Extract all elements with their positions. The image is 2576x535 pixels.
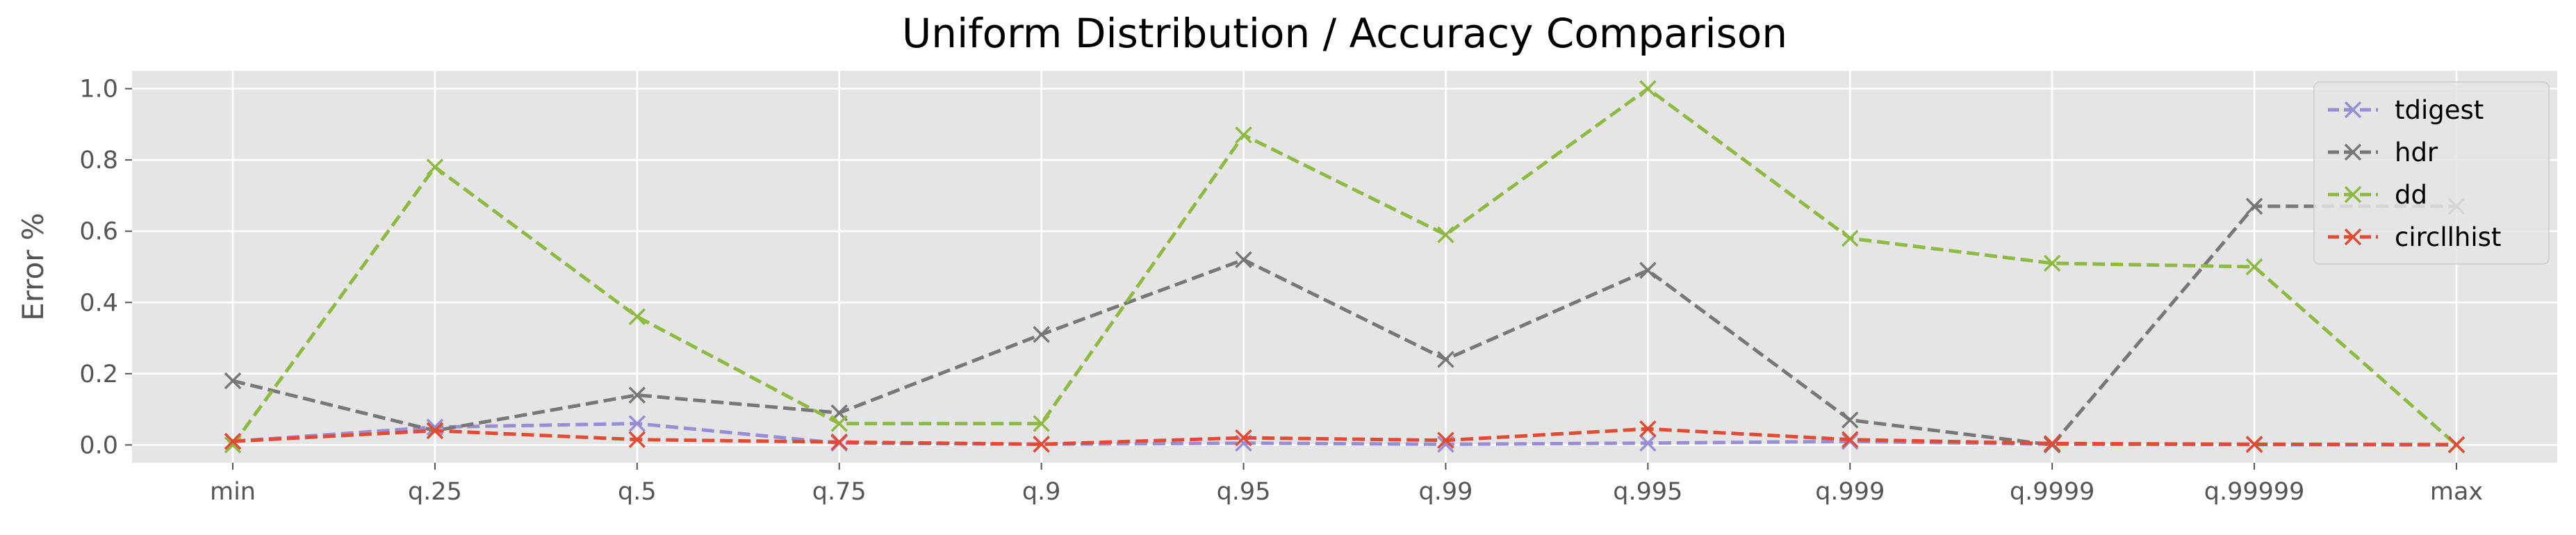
y-tick-label: 0.4 — [79, 289, 118, 317]
data-point — [1033, 326, 1050, 343]
data-point — [224, 372, 242, 390]
legend-marker — [2344, 143, 2362, 161]
data-point — [830, 415, 848, 432]
x-tick-label: min — [210, 478, 256, 506]
legend: tdigest hdr dd circllhist — [2313, 81, 2550, 265]
data-point — [1639, 420, 1657, 438]
legend-item-dd: dd — [2328, 180, 2427, 210]
x-tick-label: q.99999 — [2204, 478, 2305, 506]
y-axis-label: Error % — [16, 213, 50, 321]
data-point — [2245, 436, 2263, 453]
series-line — [232, 204, 2456, 447]
x-tick-label: q.75 — [812, 478, 867, 506]
legend-box — [2313, 81, 2550, 265]
legend-item-circllhist: circllhist — [2328, 222, 2501, 252]
y-tick-label: 1.0 — [79, 76, 118, 104]
data-point — [1841, 229, 1859, 247]
series-circllhist — [224, 420, 2466, 454]
legend-label: dd — [2395, 180, 2427, 210]
x-tick-label: q.999 — [1815, 478, 1885, 506]
series-dd — [224, 80, 2466, 454]
legend-item-hdr: hdr — [2328, 138, 2438, 167]
data-point — [2447, 436, 2466, 454]
x-tick-label: q.9999 — [2010, 478, 2094, 506]
x-tick-label: q.95 — [1217, 478, 1271, 506]
x-tick-label: q.5 — [618, 478, 657, 506]
data-point — [830, 434, 848, 451]
data-point — [628, 431, 646, 448]
x-tick-label: q.995 — [1613, 478, 1682, 506]
legend-label: hdr — [2395, 138, 2438, 167]
data-point — [1639, 261, 1657, 279]
data-point — [426, 422, 444, 440]
data-point — [2245, 197, 2263, 215]
series-line — [231, 87, 2458, 447]
data-point — [1437, 431, 1454, 449]
data-point — [2043, 435, 2061, 452]
data-point — [1235, 429, 1252, 447]
data-point — [1437, 226, 1454, 244]
chart-title: Uniform Distribution / Accuracy Comparis… — [902, 10, 1787, 57]
series-line — [232, 427, 2457, 447]
y-tick-label: 0.8 — [79, 147, 118, 174]
x-tick-label: q.99 — [1419, 478, 1473, 506]
data-point — [2043, 254, 2061, 272]
y-tick-label: 0.0 — [79, 431, 118, 459]
data-point — [1841, 432, 1859, 450]
legend-marker — [2344, 186, 2362, 204]
data-point — [1437, 351, 1454, 368]
legend-item-tdigest: tdigest — [2328, 95, 2484, 125]
legend-label: circllhist — [2395, 222, 2501, 252]
y-tick-label: 0.2 — [79, 361, 118, 388]
legend-marker — [2344, 101, 2362, 119]
legend-marker — [2344, 228, 2362, 246]
legend-label: tdigest — [2395, 95, 2484, 125]
data-point — [2245, 258, 2263, 276]
series-layer — [224, 80, 2466, 454]
data-point — [1639, 80, 1657, 97]
data-point — [1639, 434, 1657, 452]
data-point — [1235, 251, 1252, 268]
data-point — [628, 308, 646, 326]
data-point — [1841, 431, 1859, 448]
x-tick-label: max — [2430, 478, 2483, 506]
data-point — [426, 158, 444, 176]
plot-area — [132, 71, 2557, 463]
data-point — [628, 386, 646, 404]
data-point — [1235, 126, 1252, 144]
data-point — [628, 415, 646, 432]
data-point — [1841, 411, 1859, 429]
x-tick-label: q.9 — [1022, 478, 1061, 506]
data-point — [1033, 436, 1050, 453]
y-tick-label: 0.6 — [79, 218, 118, 246]
axes: 0.0 0.2 0.4 0.6 0.8 1.0 min q.25 q.5 q.75 q.9 q.95 q… — [79, 76, 2483, 506]
data-point — [224, 432, 242, 450]
data-point — [1033, 415, 1050, 432]
grid — [132, 71, 2557, 463]
x-tick-label: q.25 — [408, 478, 462, 506]
